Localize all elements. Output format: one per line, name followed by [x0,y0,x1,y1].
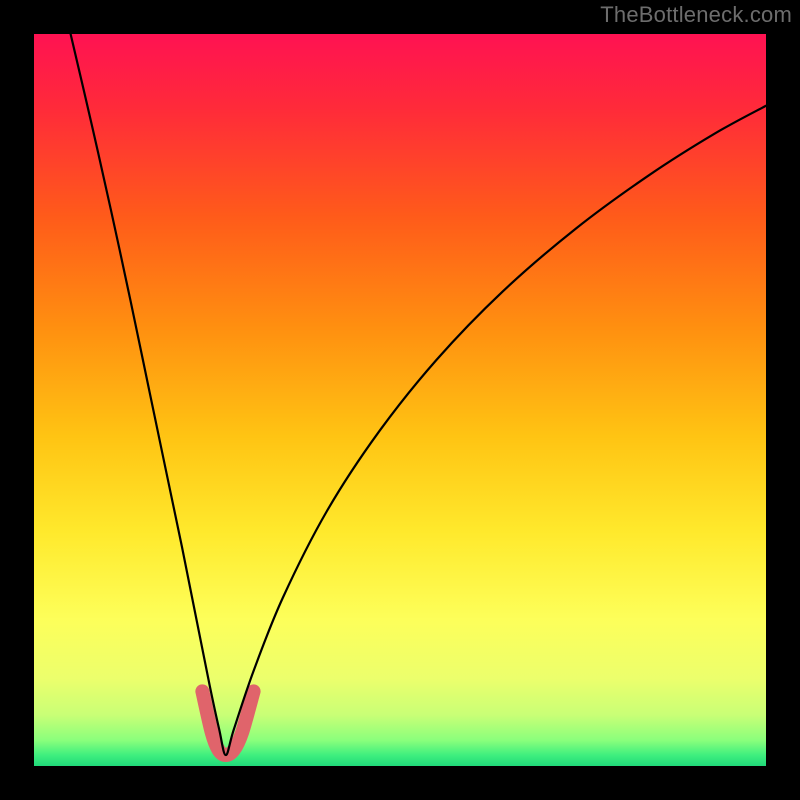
plot-background [34,34,766,766]
bottleneck-chart [0,0,800,800]
watermark-text: TheBottleneck.com [600,2,792,28]
chart-viewport: TheBottleneck.com [0,0,800,800]
